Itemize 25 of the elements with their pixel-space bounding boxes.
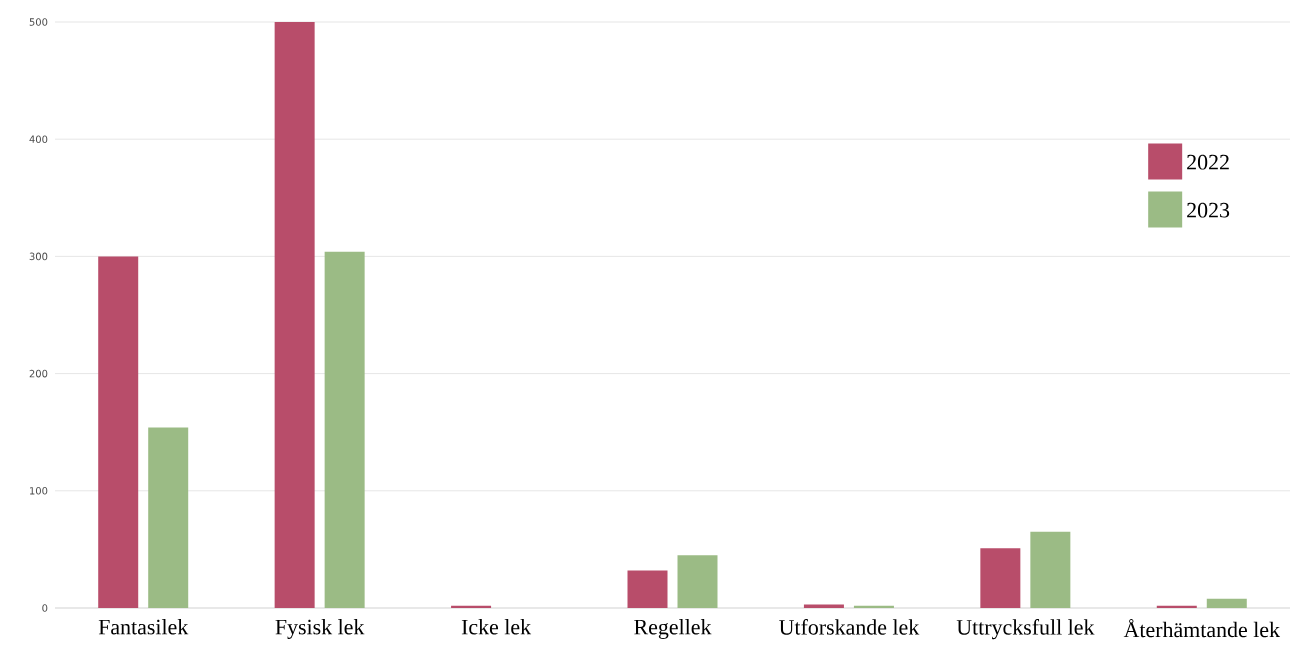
bar: [98, 256, 139, 608]
y-tick-label: 400: [29, 135, 48, 143]
x-tick-label: Fysisk lek: [275, 619, 365, 639]
bar: [324, 251, 365, 608]
x-tick-label: Icke lek: [461, 619, 532, 635]
x-tick-label: Uttrycksfull lek: [956, 619, 1095, 640]
legend-label: 2023: [1187, 202, 1230, 218]
y-tick-label: 500: [29, 18, 48, 26]
y-tick-label: 0: [42, 604, 48, 612]
bar: [627, 570, 668, 608]
y-tick-label: 300: [29, 252, 48, 261]
x-tick-label: Fantasilek: [98, 619, 189, 635]
bar: [803, 604, 844, 608]
bar: [1030, 531, 1071, 608]
x-tick-label: Återhämtande lek: [1123, 619, 1281, 638]
x-tick-label: Utforskande lek: [779, 619, 920, 635]
x-tick-label: Regellek: [634, 619, 712, 639]
bar: [148, 427, 189, 608]
y-tick-label: 100: [30, 487, 48, 495]
y-tick-label: 200: [29, 369, 48, 378]
bar: [677, 555, 718, 608]
bar: [1206, 598, 1247, 608]
bar: [274, 21, 315, 608]
legend-label: 2022: [1187, 154, 1229, 170]
bar: [980, 548, 1021, 608]
